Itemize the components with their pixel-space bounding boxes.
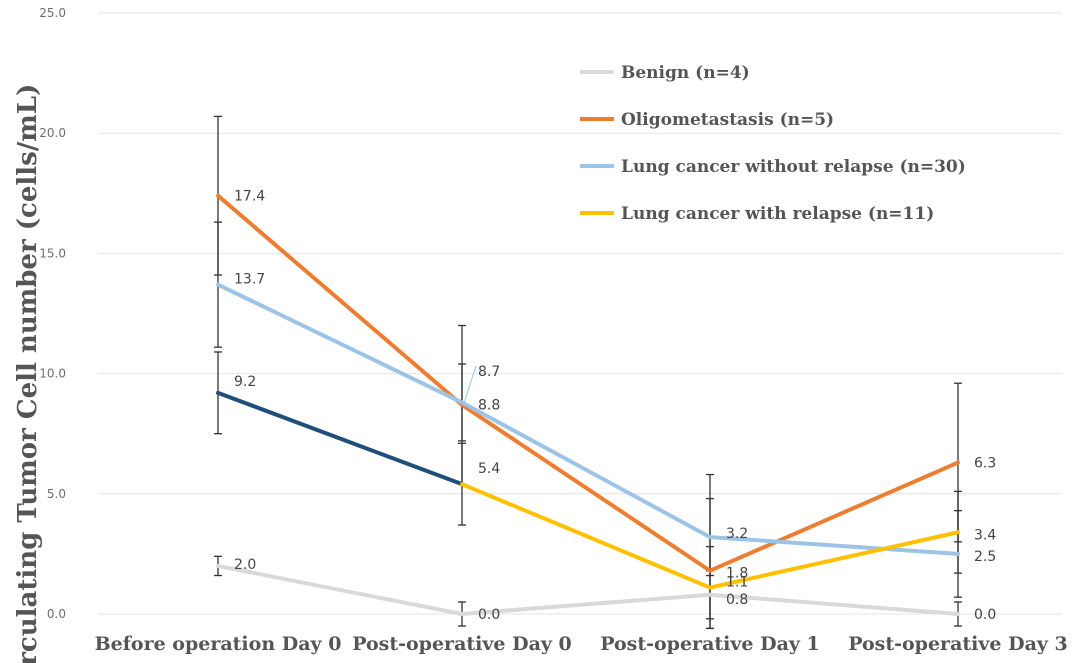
series-line-segment — [216, 563, 464, 616]
gridlines — [98, 12, 1062, 615]
data-label: 5.4 — [478, 461, 500, 477]
data-label: 3.4 — [974, 527, 996, 543]
series-line-segment — [708, 592, 960, 616]
x-category-label: Post-operative Day 3 — [848, 633, 1068, 655]
data-label: 0.8 — [726, 592, 748, 608]
data-label: 1.8 — [726, 566, 748, 582]
y-tick-labels: 0.0 5.0 10.0 15.0 20.0 25.0 — [39, 6, 66, 621]
y-tick-label: 10.0 — [39, 367, 66, 381]
data-label-leader — [463, 365, 477, 404]
series-line-segment — [460, 400, 712, 540]
series-line-segment — [216, 193, 464, 407]
legend-label: Oligometastasis (n=5) — [621, 110, 834, 130]
data-label: 0.0 — [478, 607, 500, 623]
series-line-segment — [460, 402, 712, 573]
data-labels: 2.0 0.0 0.8 0.0 17.4 8.7 1.8 6.3 13.7 8.8 3.2 2.5 9.… — [234, 189, 996, 623]
data-label: 8.7 — [478, 364, 500, 380]
x-category-label: Post-operative Day 1 — [600, 633, 820, 655]
x-category-label: Post-operative Day 0 — [352, 633, 572, 655]
series-line-segment — [708, 535, 960, 556]
error-bars — [214, 115, 962, 630]
legend-label: Lung cancer with relapse (n=11) — [621, 204, 934, 224]
data-label: 2.5 — [974, 549, 996, 565]
series-line-segment — [708, 530, 960, 590]
data-label: 6.3 — [974, 456, 996, 472]
series-line-segment — [216, 282, 464, 405]
data-label: 9.2 — [234, 374, 256, 390]
series-line-segment — [460, 482, 712, 590]
y-tick-label: 20.0 — [39, 126, 66, 140]
legend-label: Benign (n=4) — [621, 63, 750, 83]
y-tick-label: 15.0 — [39, 246, 66, 260]
y-axis-title: Circulating Tumor Cell number (cells/mL) — [13, 84, 43, 663]
y-tick-label: 5.0 — [47, 487, 66, 501]
series-lines — [216, 193, 960, 616]
data-label: 13.7 — [234, 272, 265, 288]
data-label: 0.0 — [974, 607, 996, 623]
data-label: 17.4 — [234, 189, 265, 205]
y-tick-label: 0.0 — [47, 607, 66, 621]
data-label: 3.2 — [726, 526, 748, 542]
series-line-segment — [708, 460, 960, 573]
legend-label: Lung cancer without relapse (n=30) — [621, 157, 966, 177]
series-line-segment — [216, 390, 464, 487]
data-label: 2.0 — [234, 557, 256, 573]
data-label: 1.1 — [726, 575, 748, 591]
y-tick-label: 25.0 — [39, 6, 66, 20]
series-line-segment — [460, 592, 712, 616]
data-label: 8.8 — [478, 397, 500, 413]
x-category-labels: Before operation Day 0 Post-operative Day… — [95, 633, 1068, 655]
x-category-label: Before operation Day 0 — [95, 633, 342, 655]
legend: Benign (n=4) Oligometastasis (n=5) Lung ca… — [580, 63, 966, 224]
